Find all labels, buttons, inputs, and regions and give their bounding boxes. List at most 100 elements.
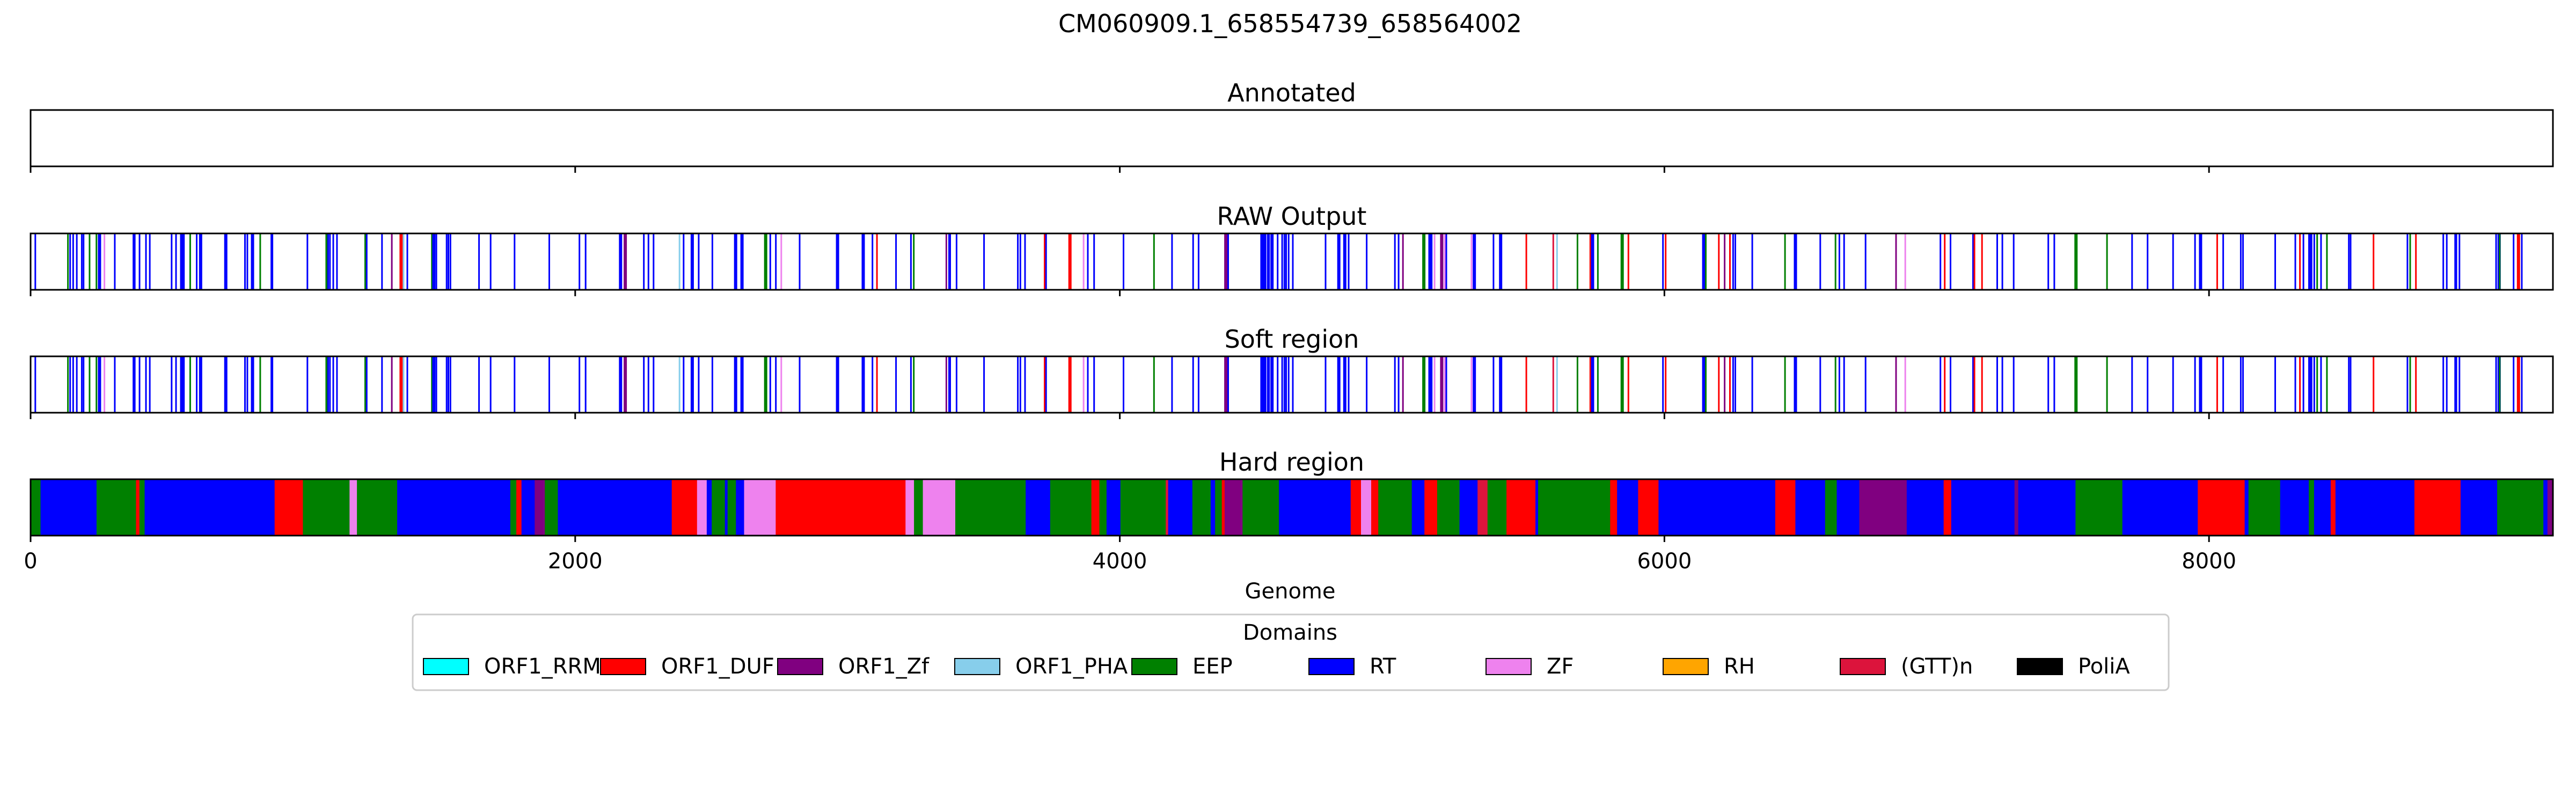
domain-mark: [1433, 356, 1436, 413]
domain-mark: [1695, 479, 1701, 536]
domain-mark: [34, 356, 36, 413]
panel-frame: [30, 355, 2554, 414]
domain-mark: [306, 233, 309, 290]
domain-mark: [1346, 479, 1351, 536]
domain-mark: [1068, 356, 1072, 413]
domain-mark: [397, 479, 403, 536]
domain-mark: [381, 233, 383, 290]
domain-mark: [1091, 479, 1100, 536]
domain-mark: [2075, 479, 2123, 536]
domain-mark: [402, 479, 410, 536]
panel-frame: [30, 478, 2554, 537]
domain-mark: [1221, 479, 1225, 536]
domain-mark: [364, 233, 366, 290]
domain-mark: [489, 356, 492, 413]
domain-mark: [1437, 479, 1460, 536]
domain-mark: [2458, 233, 2461, 290]
domain-mark: [1591, 356, 1594, 413]
domain-mark: [876, 356, 878, 413]
domain-mark: [1951, 479, 1982, 536]
domain-mark: [445, 356, 448, 413]
domain-mark: [2373, 233, 2375, 290]
panel-marks: [34, 356, 2523, 413]
domain-mark: [1506, 479, 1536, 536]
domain-mark: [955, 356, 957, 413]
domain-mark: [2308, 356, 2311, 413]
domain-mark: [734, 356, 737, 413]
legend-item: RT: [1308, 654, 1396, 679]
domain-mark: [955, 479, 970, 536]
domain-mark: [272, 479, 275, 536]
domain-mark: [1735, 356, 1736, 413]
domain-mark: [1082, 233, 1085, 290]
domain-mark: [2521, 356, 2523, 413]
domain-mark: [2446, 356, 2448, 413]
domain-mark: [69, 356, 71, 413]
domain-mark: [736, 479, 742, 536]
domain-mark: [327, 356, 329, 413]
domain-mark: [1735, 233, 1736, 290]
domain-mark: [766, 479, 776, 536]
domain-mark: [1267, 356, 1269, 413]
domain-mark: [683, 233, 685, 290]
domain-mark: [134, 233, 136, 290]
domain-mark: [2147, 356, 2149, 413]
domain-mark: [1283, 356, 1285, 413]
domain-mark: [2194, 356, 2196, 413]
domain-mark: [1729, 356, 1731, 413]
legend-title: Domains: [1243, 620, 1337, 645]
domain-mark: [1263, 356, 1267, 413]
domain-mark: [1227, 356, 1229, 413]
domain-mark: [861, 233, 865, 290]
domain-mark: [711, 233, 713, 290]
domain-mark: [69, 233, 71, 290]
domain-mark: [1658, 479, 1668, 536]
domain-mark: [1718, 356, 1720, 413]
domain-mark: [2516, 356, 2520, 413]
legend-item: (GTT)n: [1840, 654, 1973, 679]
domain-mark: [969, 479, 977, 536]
domain-mark: [668, 479, 672, 536]
domain-mark: [1816, 479, 1826, 536]
domain-mark: [139, 479, 145, 536]
x-axis-label: Genome: [1245, 579, 1335, 604]
domain-mark: [740, 356, 744, 413]
domain-mark: [136, 479, 140, 536]
domain-mark: [2371, 479, 2381, 536]
domain-mark: [1916, 479, 1925, 536]
domain-mark: [836, 356, 839, 413]
domain-mark: [1192, 356, 1194, 413]
domain-mark: [2242, 356, 2244, 413]
domain-mark: [1017, 356, 1019, 413]
domain-mark: [1667, 479, 1673, 536]
domain-mark: [2313, 233, 2315, 290]
domain-mark: [1281, 233, 1283, 290]
domain-mark: [435, 233, 437, 290]
domain-mark: [274, 479, 303, 536]
domain-mark: [134, 356, 136, 413]
domain-mark: [836, 233, 839, 290]
domain-mark: [712, 479, 719, 536]
domain-mark: [2248, 479, 2281, 536]
panels: Annotated RAW Output Soft region Hard regio…: [30, 78, 2554, 542]
domain-mark: [2012, 233, 2015, 290]
domain-mark: [2330, 479, 2336, 536]
domain-mark: [647, 356, 649, 413]
legend-swatch: [1485, 658, 1532, 675]
domain-mark: [236, 479, 243, 536]
domain-mark: [949, 233, 951, 290]
domain-mark: [89, 233, 91, 290]
domain-mark: [199, 356, 202, 413]
domain-mark: [2455, 356, 2457, 413]
domain-mark: [1950, 233, 1951, 290]
domain-mark: [775, 479, 822, 536]
panel-marks: [34, 233, 2523, 290]
domain-mark: [244, 356, 246, 413]
domain-mark: [2455, 233, 2457, 290]
domain-mark: [183, 233, 185, 290]
domain-mark: [349, 479, 357, 536]
domain-mark: [1630, 479, 1634, 536]
domain-mark: [391, 356, 393, 413]
domain-mark: [242, 479, 273, 536]
domain-mark: [1552, 233, 1554, 290]
